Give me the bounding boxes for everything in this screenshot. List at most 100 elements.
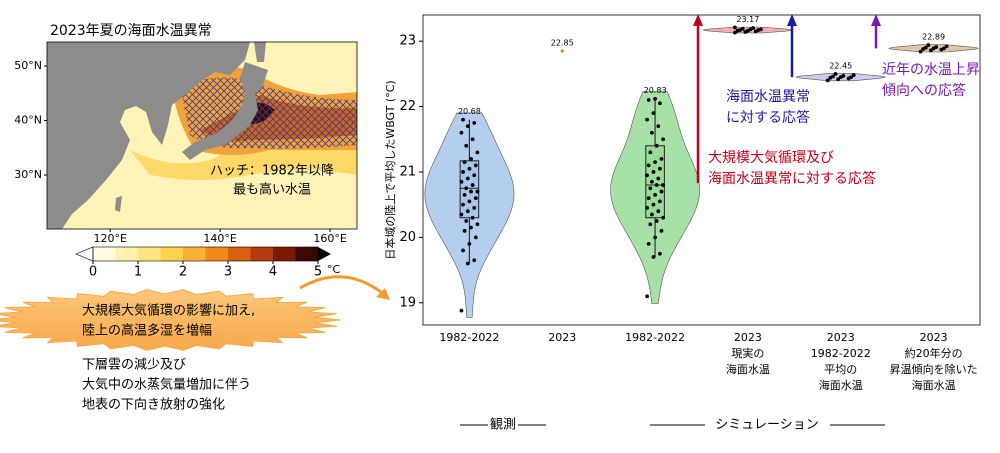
point bbox=[475, 222, 480, 227]
land bbox=[47, 42, 250, 229]
point bbox=[646, 98, 651, 102]
point bbox=[849, 75, 854, 80]
point bbox=[470, 215, 475, 220]
point bbox=[657, 101, 662, 106]
colorbar-segment bbox=[228, 247, 251, 261]
point bbox=[934, 45, 939, 49]
callout-text: 陸上の高温多湿を増幅 bbox=[82, 323, 212, 339]
point bbox=[918, 49, 923, 54]
colorbar-tick-label: 4 bbox=[269, 265, 277, 280]
point bbox=[465, 176, 470, 181]
colorbar-tick-label: 0 bbox=[89, 265, 97, 280]
point bbox=[923, 45, 928, 50]
point bbox=[851, 73, 856, 78]
point bbox=[661, 183, 665, 187]
group-label: シミュレーション bbox=[715, 418, 818, 433]
point bbox=[464, 219, 469, 223]
point bbox=[469, 189, 473, 194]
value-label: 22.45 bbox=[829, 61, 852, 70]
point bbox=[836, 77, 841, 81]
point bbox=[661, 215, 665, 220]
point bbox=[653, 96, 657, 101]
point bbox=[462, 228, 467, 233]
point bbox=[472, 173, 477, 178]
colorbar-extend bbox=[75, 246, 94, 262]
value-label: 23.17 bbox=[736, 15, 759, 24]
point bbox=[942, 46, 946, 51]
point bbox=[470, 137, 475, 142]
callout-note: 下層雲の減少及び bbox=[82, 357, 186, 373]
colorbar-tick-label: 2 bbox=[179, 265, 187, 280]
point bbox=[648, 150, 653, 155]
callout-arrowhead bbox=[376, 288, 390, 300]
callout-arrow bbox=[299, 275, 387, 298]
point bbox=[648, 222, 653, 227]
point bbox=[459, 212, 464, 217]
hatch-note: 最も高い水温 bbox=[233, 182, 311, 198]
callout-note: 地表の下向き放射の強化 bbox=[82, 397, 225, 413]
point bbox=[926, 43, 931, 47]
arrowhead bbox=[787, 14, 797, 27]
point bbox=[461, 202, 465, 207]
point bbox=[733, 30, 737, 35]
colorbar-segment bbox=[93, 247, 116, 261]
point bbox=[473, 235, 478, 240]
point bbox=[464, 186, 469, 191]
point bbox=[645, 206, 649, 210]
point bbox=[462, 192, 467, 197]
hatch-note: ハッチ：1982年以降 bbox=[210, 164, 334, 179]
x-tick-label: 海面水温 bbox=[819, 378, 863, 392]
annotation: 海面水温異常に対する応答 bbox=[708, 170, 876, 187]
point bbox=[473, 196, 478, 201]
colorbar-tick-label: 3 bbox=[224, 265, 232, 280]
callout-text: 大規模大気循環の影響に加え, bbox=[82, 303, 255, 319]
colorbar-tick-label: 5 bbox=[314, 265, 322, 280]
y-tick-label: 19 bbox=[399, 295, 416, 310]
point bbox=[648, 186, 653, 191]
point bbox=[651, 255, 656, 259]
y-tick-label: 20 bbox=[399, 230, 416, 245]
arrowhead bbox=[871, 14, 881, 27]
point bbox=[459, 130, 464, 135]
point bbox=[656, 124, 661, 129]
point bbox=[459, 179, 464, 184]
point bbox=[459, 308, 464, 313]
point bbox=[657, 251, 662, 256]
point bbox=[645, 173, 649, 178]
point bbox=[657, 199, 662, 204]
point bbox=[467, 166, 472, 171]
map-title: 2023年夏の海面水温異常 bbox=[50, 23, 212, 39]
point bbox=[472, 121, 477, 125]
point bbox=[654, 219, 659, 223]
point bbox=[473, 163, 478, 168]
point bbox=[929, 48, 933, 53]
point bbox=[661, 137, 665, 142]
x-tick-label: 1982-2022 bbox=[625, 331, 685, 344]
point bbox=[659, 156, 664, 161]
point bbox=[653, 160, 657, 165]
point bbox=[645, 294, 649, 299]
point bbox=[645, 117, 649, 122]
y-axis-label: 日本域の陸上で平均したWBGT (°C) bbox=[383, 80, 397, 259]
point bbox=[465, 124, 470, 129]
plot-frame bbox=[422, 14, 981, 326]
colorbar-segment bbox=[205, 247, 229, 261]
point bbox=[653, 192, 657, 197]
point bbox=[469, 156, 473, 161]
x-tick-label: 海面水温 bbox=[912, 378, 956, 392]
annotation: 近年の水温上昇 bbox=[882, 62, 980, 78]
x-tick-label: 約20年分の bbox=[905, 346, 963, 360]
colorbar-unit: °C bbox=[327, 263, 341, 276]
lon-tick-label: 160°E bbox=[313, 232, 346, 245]
point bbox=[651, 202, 656, 207]
point bbox=[469, 225, 473, 230]
value-label: 20.83 bbox=[644, 86, 667, 95]
colorbar-extend bbox=[318, 247, 331, 261]
value-label: 20.68 bbox=[458, 107, 481, 116]
point bbox=[740, 26, 745, 31]
point bbox=[656, 209, 661, 214]
callout-burst bbox=[0, 289, 341, 351]
point bbox=[654, 183, 659, 187]
point bbox=[653, 235, 657, 240]
